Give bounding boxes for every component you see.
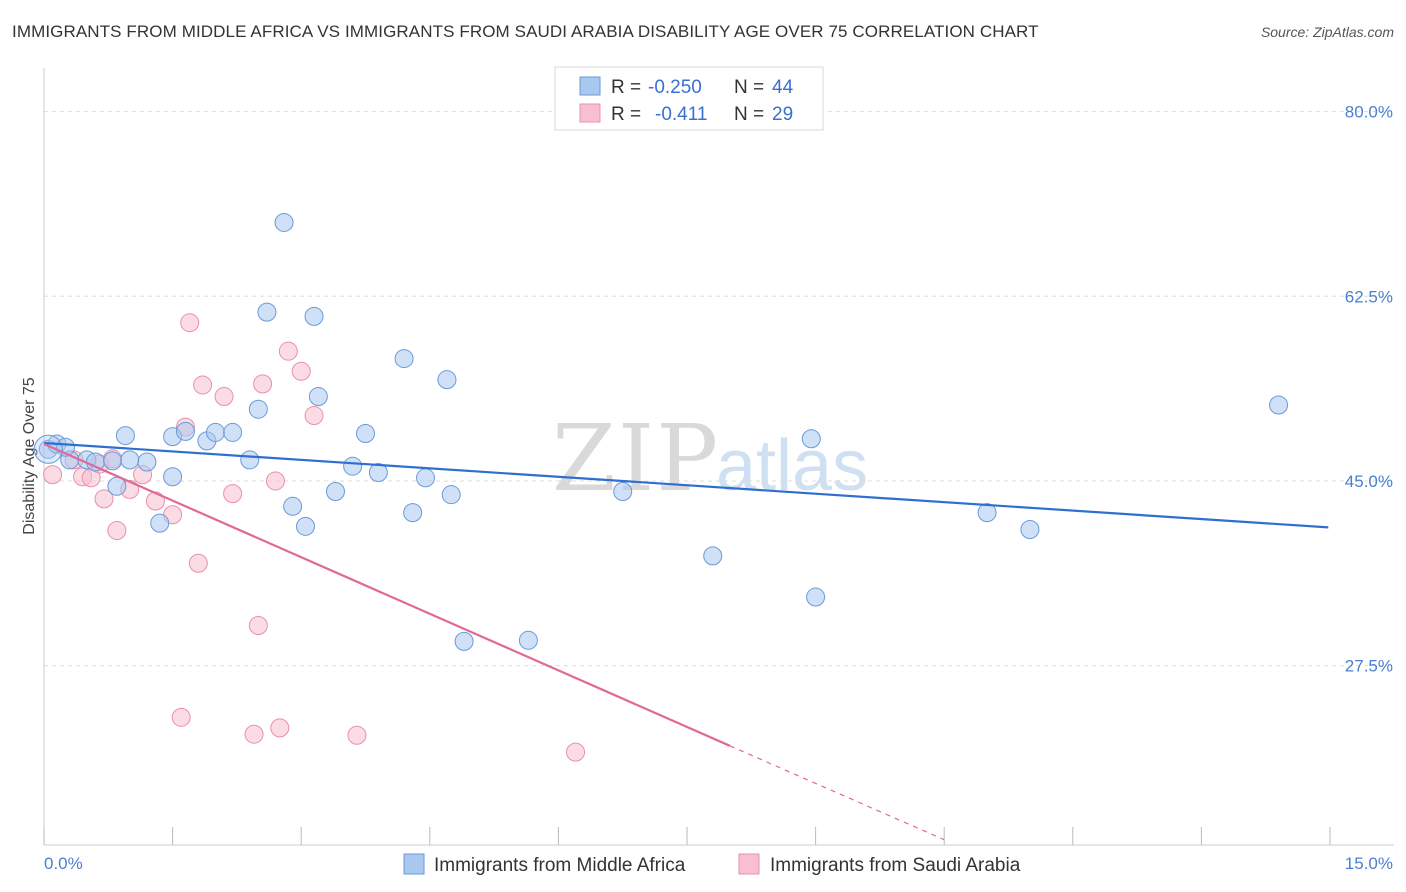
trendline-middle-africa	[43, 441, 1329, 529]
data-point-saudi-arabia	[304, 406, 324, 426]
data-point-middle-africa	[356, 423, 375, 443]
data-point-middle-africa	[257, 302, 277, 322]
data-point-middle-africa	[295, 516, 315, 536]
data-point-middle-africa	[806, 587, 826, 607]
legend-n-label-1: N =	[734, 77, 764, 98]
data-point-saudi-arabia	[244, 724, 264, 744]
data-point-middle-africa	[403, 503, 423, 523]
data-point-middle-africa	[103, 451, 123, 471]
x-tick-label: 15.0%	[1345, 854, 1393, 873]
y-tick-label: 45.0%	[1345, 472, 1393, 491]
bottom-legend-label-pink: Immigrants from Saudi Arabia	[770, 855, 1021, 876]
data-point-saudi-arabia	[566, 742, 586, 762]
data-point-middle-africa	[274, 212, 294, 232]
data-point-middle-africa	[325, 482, 345, 502]
data-point-middle-africa	[1269, 395, 1289, 415]
bottom-legend-swatch-pink	[738, 853, 760, 875]
data-point-middle-africa	[801, 429, 821, 449]
gridlines	[44, 111, 1394, 667]
data-point-middle-africa	[283, 496, 303, 516]
legend-r-label-1: R =	[611, 77, 641, 98]
series-saudi-arabia-points	[43, 313, 586, 762]
trendlines	[43, 441, 1329, 841]
watermark-zip: ZIP	[552, 405, 720, 512]
chart-title: IMMIGRANTS FROM MIDDLE AFRICA VS IMMIGRA…	[12, 22, 1039, 41]
data-point-middle-africa	[613, 482, 633, 502]
data-point-saudi-arabia	[107, 521, 127, 541]
trendline-saudi-arabia	[43, 443, 731, 747]
legend-n-value-1: 44	[772, 77, 794, 98]
trendline-saudi-arabia-extrapolated	[729, 745, 945, 841]
data-point-saudi-arabia	[253, 374, 273, 394]
data-point-saudi-arabia	[265, 471, 285, 491]
data-point-middle-africa	[248, 399, 268, 419]
data-point-middle-africa	[394, 349, 414, 369]
data-point-saudi-arabia	[94, 489, 114, 509]
source-credit: Source: ZipAtlas.com	[1260, 24, 1394, 40]
data-point-saudi-arabia	[291, 361, 311, 381]
y-tick-label: 80.0%	[1345, 103, 1393, 122]
data-point-saudi-arabia	[43, 465, 63, 485]
data-point-saudi-arabia	[223, 484, 243, 504]
legend-n-label-2: N =	[734, 104, 764, 125]
data-point-saudi-arabia	[171, 707, 191, 727]
data-point-middle-africa	[137, 452, 157, 472]
data-point-saudi-arabia	[188, 553, 208, 573]
data-point-saudi-arabia	[347, 725, 367, 745]
bottom-legend-label-blue: Immigrants from Middle Africa	[434, 855, 686, 876]
y-tick-labels: 27.5% 45.0% 62.5% 80.0%	[1345, 103, 1393, 676]
data-point-middle-africa	[304, 306, 324, 326]
data-point-middle-africa	[163, 467, 183, 487]
data-point-middle-africa	[368, 463, 388, 483]
bottom-legend-swatch-blue	[403, 853, 425, 875]
data-point-middle-africa	[175, 421, 195, 441]
data-point-middle-africa	[223, 422, 243, 442]
legend-swatch-pink	[579, 103, 601, 123]
data-point-saudi-arabia	[214, 387, 234, 407]
x-ticks	[43, 827, 1331, 845]
correlation-legend: R = -0.250 N = 44 R = -0.411 N = 29	[554, 66, 824, 131]
data-point-middle-africa	[150, 513, 170, 533]
data-point-middle-africa	[120, 450, 140, 470]
data-point-middle-africa	[205, 422, 225, 442]
data-point-middle-africa	[441, 485, 461, 505]
data-point-middle-africa	[518, 630, 538, 650]
data-point-middle-africa	[308, 387, 328, 407]
series-legend: Immigrants from Middle Africa Immigrants…	[403, 853, 1021, 876]
data-point-cluster	[33, 434, 63, 464]
data-point-middle-africa	[416, 468, 436, 488]
data-point-middle-africa	[343, 456, 363, 476]
data-point-saudi-arabia	[278, 341, 298, 361]
legend-r-value-1: -0.250	[648, 77, 702, 98]
data-point-saudi-arabia	[270, 718, 290, 738]
data-point-middle-africa	[437, 370, 457, 390]
legend-n-value-2: 29	[772, 104, 793, 125]
y-tick-label: 27.5%	[1345, 657, 1393, 676]
data-point-middle-africa	[977, 503, 997, 523]
data-point-middle-africa	[1020, 520, 1040, 540]
legend-r-value-2: -0.411	[655, 104, 707, 125]
watermark-atlas: atlas	[716, 426, 868, 506]
x-tick-labels: 0.0% 15.0%	[44, 854, 1393, 873]
y-axis-title: Disability Age Over 75	[21, 377, 38, 535]
data-point-saudi-arabia	[193, 375, 213, 395]
data-point-middle-africa	[703, 546, 723, 566]
data-point-saudi-arabia	[180, 313, 200, 333]
x-tick-label: 0.0%	[44, 854, 83, 873]
data-point-saudi-arabia	[248, 616, 268, 636]
legend-swatch-blue	[579, 76, 601, 96]
data-point-middle-africa	[240, 450, 260, 470]
y-tick-label: 62.5%	[1345, 287, 1393, 306]
data-point-middle-africa	[454, 631, 474, 651]
data-point-middle-africa	[115, 426, 135, 446]
legend-r-label-2: R =	[611, 104, 641, 125]
